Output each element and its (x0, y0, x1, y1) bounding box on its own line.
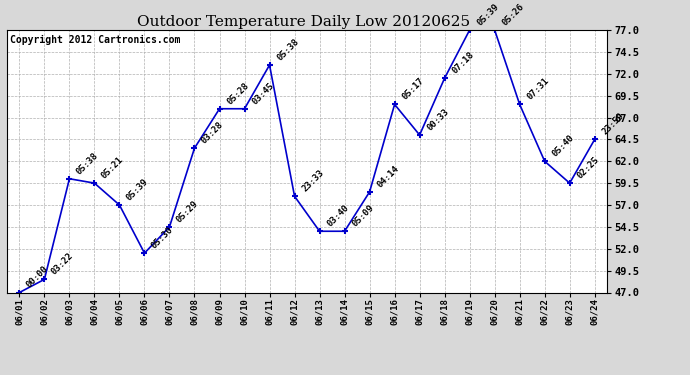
Text: 03:45: 03:45 (250, 81, 275, 106)
Text: Copyright 2012 Cartronics.com: Copyright 2012 Cartronics.com (10, 35, 180, 45)
Text: 05:29: 05:29 (175, 199, 200, 224)
Text: 05:26: 05:26 (500, 2, 526, 27)
Text: 05:21: 05:21 (100, 155, 126, 180)
Text: 03:28: 03:28 (200, 120, 226, 146)
Text: 05:09: 05:09 (350, 203, 375, 228)
Text: 05:30: 05:30 (150, 225, 175, 251)
Text: 23:33: 23:33 (300, 168, 326, 194)
Text: 05:38: 05:38 (275, 37, 300, 62)
Text: 03:40: 03:40 (325, 203, 351, 228)
Text: 07:18: 07:18 (450, 50, 475, 75)
Text: Outdoor Temperature Daily Low 20120625: Outdoor Temperature Daily Low 20120625 (137, 15, 470, 29)
Text: 00:33: 00:33 (425, 107, 451, 132)
Text: 03:22: 03:22 (50, 251, 75, 277)
Text: 07:31: 07:31 (525, 76, 551, 102)
Text: 05:17: 05:17 (400, 76, 426, 102)
Text: 05:40: 05:40 (550, 133, 575, 159)
Text: 00:00: 00:00 (25, 264, 50, 290)
Text: 23:59: 23:59 (600, 111, 626, 136)
Text: 05:39: 05:39 (125, 177, 150, 202)
Text: 05:38: 05:38 (75, 151, 100, 176)
Text: 05:39: 05:39 (475, 2, 500, 27)
Text: 02:25: 02:25 (575, 155, 600, 180)
Text: 04:14: 04:14 (375, 164, 400, 189)
Text: 05:28: 05:28 (225, 81, 250, 106)
